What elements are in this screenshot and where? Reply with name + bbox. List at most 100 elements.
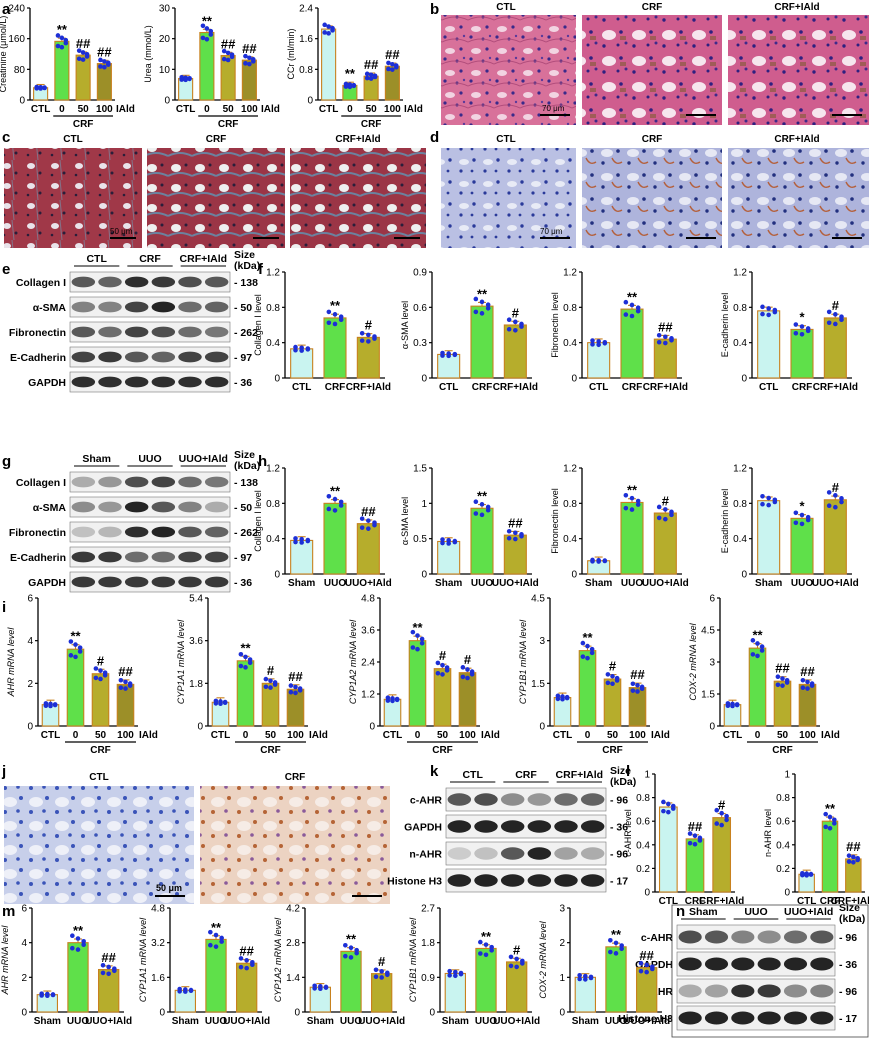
significance-mark: # [267,663,275,678]
category-label: 100 [384,104,401,115]
data-point [635,308,641,314]
data-point [76,48,82,53]
data-point [508,954,514,960]
y-tick-label: 3 [559,904,565,915]
category-label: UUO [205,1016,227,1027]
blot-band [447,793,472,806]
y-axis-label: Fibronectin level [550,488,560,554]
data-point [238,964,244,970]
y-tick-label: 0 [159,1008,165,1019]
data-point [669,509,674,515]
data-point [238,651,244,657]
y-tick-label: 1.8 [189,679,203,690]
data-point [268,685,273,690]
y-tick-label: 0.6 [413,303,427,314]
panel-letter-n: n [676,903,685,920]
blot-size-label: - 96 [839,932,857,944]
data-point [183,77,188,83]
data-point [692,833,698,839]
blot-group-label: CRF+IAld [180,253,228,265]
data-point [213,698,219,704]
group-label: CRF [90,745,111,756]
d-scale-label: 70 μm [540,227,563,236]
category-label: UUO [67,1016,89,1027]
data-point [465,675,470,681]
category-label: UUO+IAld [358,1016,405,1027]
category-label: 50 [265,730,277,741]
data-point [793,510,799,516]
blot-band [678,930,702,944]
data-point [714,821,720,826]
category-label: CTL [211,730,230,741]
y-tick-label: 0.5 [413,534,427,545]
dose-unit-label: IAld [116,104,135,115]
y-tick-label: 10 [159,65,171,76]
bar-crf-iald [823,317,847,379]
category-label: UUO [605,1016,627,1027]
data-point [177,986,182,992]
data-point [669,336,674,341]
group-label: CRF [361,119,382,130]
y-axis-label: Creatinine (μmol/L) [0,16,8,93]
dose-unit-label: IAld [139,730,158,741]
y-tick-label: 0 [27,722,33,733]
bar-0 [236,660,255,727]
blot-band [447,847,472,860]
data-point [555,693,561,699]
data-point [372,334,377,339]
significance-mark: ** [330,484,341,499]
data-point [793,520,799,526]
data-point [473,296,479,302]
significance-mark: ** [345,66,356,81]
data-point [354,947,359,953]
bar-uuo [470,507,494,575]
category-label: 0 [755,730,761,741]
data-point [219,935,224,941]
data-point [55,43,61,49]
he-image-ctl [441,15,576,125]
data-point [208,929,213,935]
category-label: CTL [723,730,742,741]
y-tick-label: 1 [421,499,427,510]
panel-c-micrographs: CTL CRF CRF+IAld 50 μm [4,134,426,248]
blot-row-label: Collagen I [16,277,66,289]
data-point [293,539,298,545]
data-point [372,73,378,79]
data-point [460,665,466,670]
data-point [800,870,805,876]
category-label: UUO+IAld [85,1016,132,1027]
data-point [312,983,317,989]
data-point [458,970,464,976]
category-label: 100 [241,104,258,115]
data-point [692,841,698,847]
blot-band [98,476,122,488]
blot-band [124,351,149,363]
blot-band [580,793,605,806]
group-label: CRF [432,745,453,756]
data-point [725,701,731,706]
bar-0 [748,647,767,727]
data-point [839,496,844,501]
data-point [127,681,133,686]
data-point [440,350,445,356]
blot-band [151,551,176,563]
y-tick-label: 0 [429,1008,435,1019]
y-tick-label: 1.5 [531,679,545,690]
data-point [98,676,103,682]
chart-a3: 0 0.8 1.6 2.4 CCr (ml/min) CTL ** 0 ## 50 ## 100 IAl… [286,4,423,131]
data-point [305,537,311,543]
data-point [98,668,103,673]
y-axis-label: CYP1A2 mRNA level [273,917,283,1002]
blot-band [151,576,176,588]
data-point [724,813,729,819]
data-point [479,512,485,518]
blot-row-label: E-Cadherin [10,552,66,564]
data-point [714,807,720,813]
y-tick-label: 0.2 [636,864,650,875]
b-scale-label: 70 μm [542,104,565,113]
bar-100 [458,672,477,727]
blot-row-label: α-SMA [33,502,67,514]
data-point [750,652,756,657]
blot-group-label: Sham [689,906,718,918]
